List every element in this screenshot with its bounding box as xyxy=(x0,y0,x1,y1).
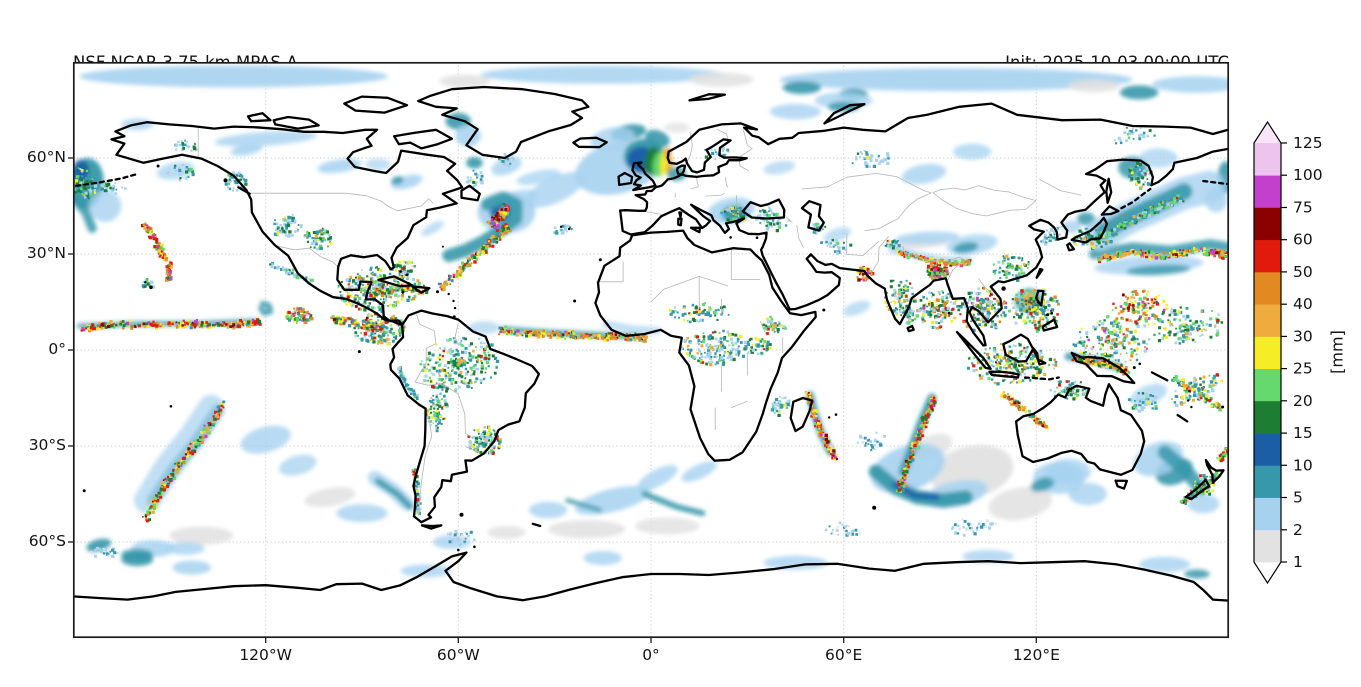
colorbar-tick-label: 5 xyxy=(1293,489,1303,507)
y-tick-label: 60°N xyxy=(26,148,66,166)
y-tick-label: 30°N xyxy=(26,244,66,262)
y-tick-label: 30°S xyxy=(28,436,66,454)
colorbar-tick-label: 15 xyxy=(1293,424,1313,442)
x-tick-label: 0° xyxy=(642,646,660,664)
colorbar-tick-label: 125 xyxy=(1293,134,1323,152)
x-tick-label: 120°E xyxy=(1012,646,1060,664)
colorbar-tick-label: 25 xyxy=(1293,360,1313,378)
colorbar-tick-label: 100 xyxy=(1293,166,1323,184)
colorbar-tick-label: 20 xyxy=(1293,392,1313,410)
coastlines xyxy=(73,85,1229,602)
precipitation-speckle xyxy=(73,126,1229,559)
x-tick-label: 60°W xyxy=(436,646,480,664)
colorbar-unit-label: [mm] xyxy=(1327,330,1347,374)
x-tick-label: 120°W xyxy=(239,646,292,664)
colorbar-ticks xyxy=(1281,142,1287,563)
island-dots xyxy=(82,164,1225,552)
colorbar-tick-label: 30 xyxy=(1293,327,1313,345)
colorbar-tick-label: 40 xyxy=(1293,295,1313,313)
colorbar: 1 2 5 10 15 20 25 30 40 50 60 75 100 125 xyxy=(1250,116,1361,596)
colorbar-tick-label: 75 xyxy=(1293,199,1313,217)
y-tick-label: 60°S xyxy=(28,532,66,550)
x-tick-label: 60°E xyxy=(825,646,863,664)
y-tick-label: 0° xyxy=(48,340,66,358)
map-plot xyxy=(68,61,1230,643)
axis-ticks xyxy=(68,157,1037,643)
colorbar-tick-label: 50 xyxy=(1293,263,1313,281)
colorbar-tick-label: 10 xyxy=(1293,456,1313,474)
precipitation-smooth xyxy=(73,65,1229,579)
colorbar-tick-label: 2 xyxy=(1293,521,1303,539)
colorbar-tick-label: 60 xyxy=(1293,231,1313,249)
map-canvas xyxy=(68,61,1230,643)
map-frame xyxy=(72,61,1230,639)
colorbar-tick-label: 1 xyxy=(1293,553,1303,571)
